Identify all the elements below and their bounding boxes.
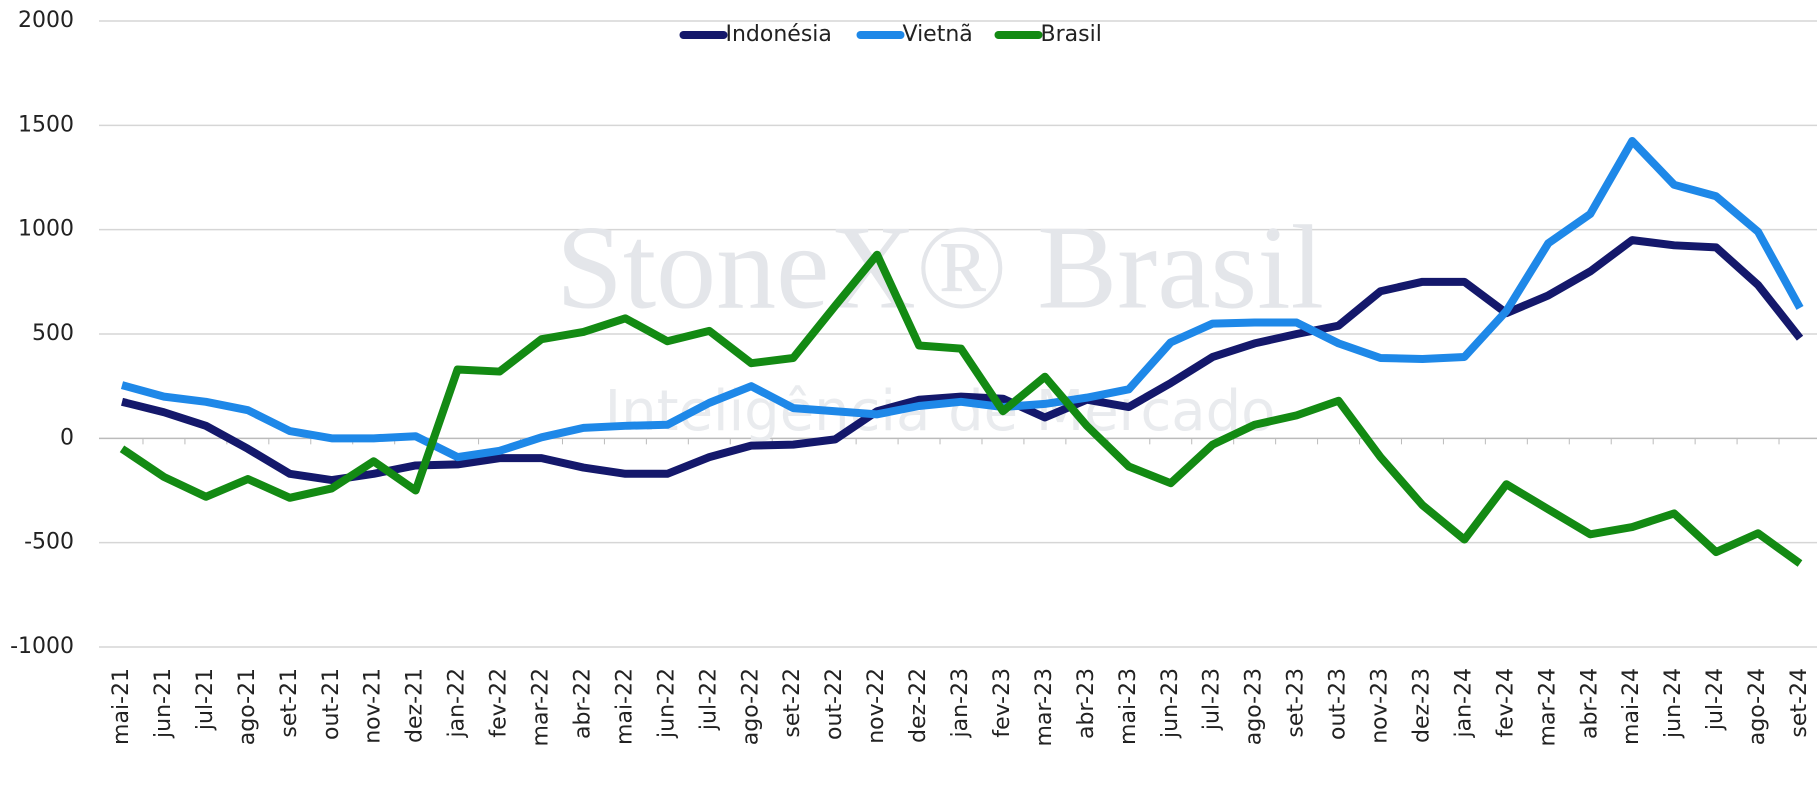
watermark: Inteligência de Mercado xyxy=(605,379,1276,444)
y-tick-label: 2000 xyxy=(18,8,74,33)
series-line xyxy=(121,236,1804,485)
x-tick-label: set-24 xyxy=(1787,668,1812,738)
legend-label: Vietnã xyxy=(903,22,973,47)
x-tick-label: fev-22 xyxy=(487,668,512,738)
x-tick-label: out-23 xyxy=(1326,668,1351,740)
x-tick-label: dez-23 xyxy=(1409,668,1434,743)
x-tick-label: jul-21 xyxy=(193,668,218,731)
x-tick-label: fev-23 xyxy=(990,668,1015,738)
x-tick-label: set-23 xyxy=(1284,668,1309,738)
x-tick-label: out-21 xyxy=(319,668,344,740)
x-tick-label: dez-22 xyxy=(906,668,931,743)
series-line xyxy=(119,250,1803,567)
legend-label: Brasil xyxy=(1041,22,1102,47)
x-tick-label: nov-22 xyxy=(864,668,889,744)
x-tick-label: set-22 xyxy=(780,668,805,738)
y-tick-label: 1500 xyxy=(18,112,74,137)
x-tick-label: mar-24 xyxy=(1535,668,1560,746)
x-tick-label: mai-22 xyxy=(612,668,637,745)
y-tick-label: 500 xyxy=(32,321,74,346)
y-tick-label: -1000 xyxy=(10,634,74,659)
x-tick-label: mar-22 xyxy=(529,668,554,746)
x-tick-label: jun-23 xyxy=(1158,668,1183,739)
x-tick-label: ago-21 xyxy=(235,668,260,745)
x-tick-label: jun-24 xyxy=(1661,668,1686,739)
x-tick-label: mai-24 xyxy=(1619,668,1644,745)
y-tick-label: -500 xyxy=(24,530,74,555)
x-tick-label: set-21 xyxy=(277,668,302,738)
x-tick-label: mai-21 xyxy=(109,668,134,745)
x-tick-label: nov-21 xyxy=(361,668,386,744)
x-tick-label: abr-24 xyxy=(1577,668,1602,739)
y-tick-label: 1000 xyxy=(18,217,74,242)
x-tick-label: jan-22 xyxy=(445,668,470,738)
x-tick-label: abr-22 xyxy=(570,668,595,739)
x-tick-label: jun-21 xyxy=(151,668,176,739)
x-tick-label: mar-23 xyxy=(1032,668,1057,746)
x-tick-label: abr-23 xyxy=(1074,668,1099,739)
watermark: StoneX® Brasil xyxy=(556,201,1324,334)
x-tick-label: jun-22 xyxy=(654,668,679,739)
x-tick-label: fev-24 xyxy=(1493,668,1518,738)
x-tick-label: dez-21 xyxy=(403,668,428,743)
x-tick-label: out-22 xyxy=(822,668,847,740)
x-tick-label: ago-23 xyxy=(1242,668,1267,745)
legend-label: Indonésia xyxy=(726,22,832,47)
x-tick-label: mai-23 xyxy=(1116,668,1141,745)
x-tick-label: jan-23 xyxy=(948,668,973,738)
x-tick-label: jul-22 xyxy=(696,668,721,731)
series-line xyxy=(120,136,1804,462)
x-tick-label: jan-24 xyxy=(1451,668,1476,738)
x-tick-label: jul-23 xyxy=(1200,668,1225,731)
x-tick-label: nov-23 xyxy=(1368,668,1393,744)
x-tick-label: ago-24 xyxy=(1745,668,1770,745)
y-tick-label: 0 xyxy=(60,425,74,450)
x-tick-label: ago-22 xyxy=(738,668,763,745)
x-tick-label: jul-24 xyxy=(1703,668,1728,731)
